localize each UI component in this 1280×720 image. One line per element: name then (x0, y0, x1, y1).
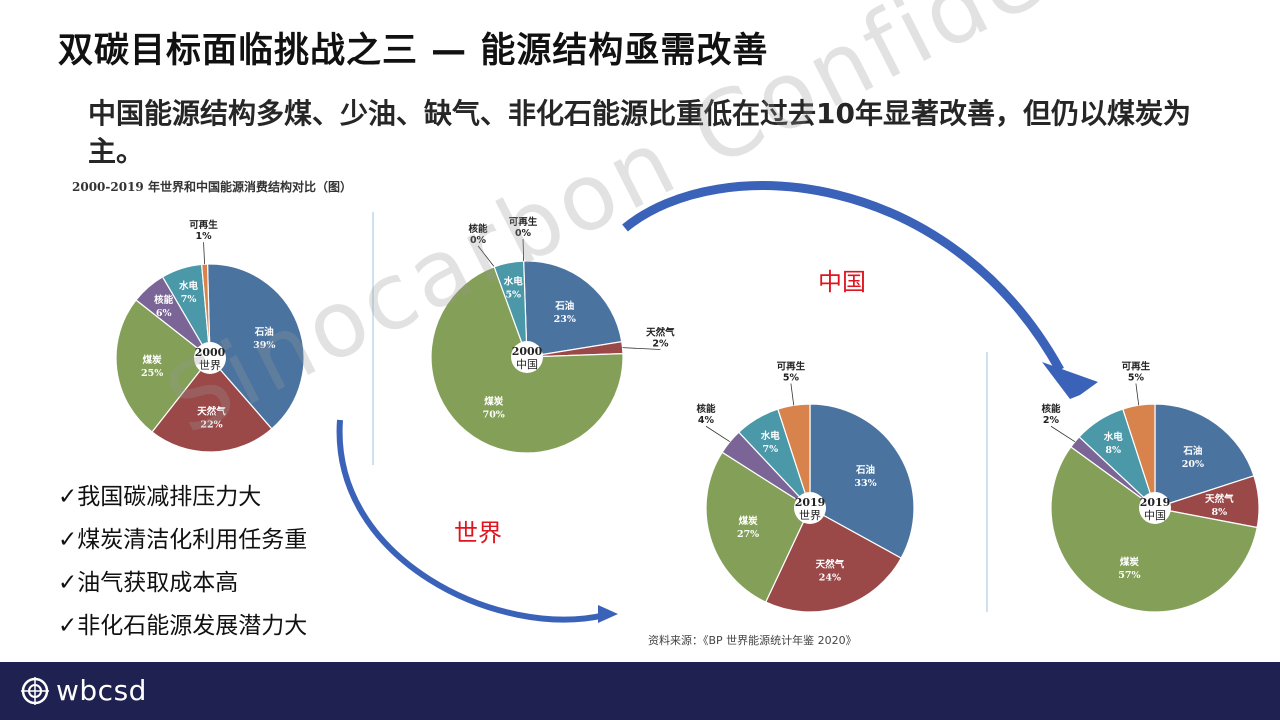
slice-label: 水电 (761, 430, 781, 442)
slice-value-label: 5% (1128, 373, 1145, 384)
slice-label: 天然气 (197, 405, 226, 417)
slice-value-label: 70% (483, 409, 505, 420)
slice-label: 石油 (1182, 445, 1202, 457)
slice-value-label: 1% (195, 231, 212, 242)
leader-line (622, 347, 661, 350)
china-arrow (622, 181, 1064, 373)
source-note: 资料来源：《BP 世界能源统计年鉴 2020》 (648, 634, 857, 647)
wbcsd-logo-icon (21, 676, 49, 705)
chart-caption: 2000-2019 年世界和中国能源消费结构对比（图） (72, 180, 352, 194)
slice-value-label: 5% (783, 373, 800, 384)
slice-label: 核能 (154, 294, 174, 306)
slide-title: 双碳目标面临挑战之三 — 能源结构亟需改善 (58, 31, 769, 71)
slice-value-label: 2% (652, 338, 669, 349)
slice-label: 石油 (554, 300, 574, 312)
pie-center-region: 世界 (199, 359, 221, 372)
bullet-list: ✓我国碳减排压力大 ✓煤炭清洁化利用任务重 ✓油气获取成本高 ✓非化石能源发展潜… (58, 482, 307, 654)
slide-subtitle: 中国能源结构多煤、少油、缺气、非化石能源比重低在过去10年显著改善，但仍以煤炭为… (88, 97, 1191, 168)
leader-line (1135, 383, 1140, 406)
pie-slice (1154, 403, 1255, 509)
slice-label: 可再生 (777, 361, 806, 373)
slice-label: 煤炭 (1120, 556, 1140, 568)
pie-center (1139, 492, 1171, 524)
bullet-item: ✓煤炭清洁化利用任务重 (58, 527, 308, 553)
china-arrow-label: 中国 (818, 268, 866, 296)
pie-slice (764, 507, 902, 613)
pie-center (194, 342, 226, 374)
slice-value-label: 24% (819, 572, 841, 583)
bullet-item: ✓我国碳减排压力大 (58, 484, 262, 510)
leader-line (705, 425, 731, 443)
pie-slice (115, 299, 211, 433)
slice-value-label: 8% (1105, 445, 1121, 456)
slice-label: 核能 (1041, 403, 1061, 415)
slice-label: 可再生 (1122, 361, 1151, 373)
wbcsd-logo: wbcsd (20, 674, 147, 707)
pie-slice (151, 357, 273, 453)
slice-label: 石油 (254, 326, 274, 338)
pie-center (511, 341, 543, 373)
slice-value-label: 4% (698, 415, 715, 426)
slice-label: 石油 (855, 464, 875, 476)
slice-value-label: 25% (141, 368, 163, 379)
slice-value-label: 8% (1212, 507, 1228, 518)
slice-label: 天然气 (816, 558, 845, 570)
leader-line (203, 242, 205, 265)
logo-text: wbcsd (56, 674, 147, 707)
leader-line (477, 245, 495, 268)
slice-label: 核能 (696, 403, 716, 415)
slice-label: 天然气 (1205, 493, 1234, 505)
slice-value-label: 2% (1043, 415, 1060, 426)
slice-label: 煤炭 (739, 515, 759, 527)
slice-label: 水电 (504, 275, 524, 287)
slice-label: 煤炭 (484, 395, 504, 407)
pie-center-year: 2000 (195, 346, 226, 359)
pie-slice (809, 403, 915, 559)
slice-value-label: 23% (554, 314, 576, 325)
leader-line (1050, 425, 1076, 443)
pie-center-region: 世界 (799, 509, 821, 522)
pie-slice (206, 263, 305, 430)
footer-bar: wbcsd (0, 662, 1280, 720)
slice-value-label: 33% (854, 478, 876, 489)
slice-label: 煤炭 (143, 354, 163, 366)
slice-value-label: 27% (737, 529, 759, 540)
slice-value-label: 39% (253, 340, 275, 351)
china-arrow-head (1042, 362, 1098, 399)
world-arrow-head (598, 605, 618, 623)
slice-label: 水电 (1104, 431, 1124, 443)
pie-slice (523, 260, 623, 358)
pie-slice (705, 451, 811, 603)
slice-value-label: 7% (181, 294, 197, 305)
pie-center-year: 2019 (795, 496, 826, 509)
slice-value-label: 0% (470, 235, 487, 246)
pie-center-region: 中国 (516, 358, 538, 371)
slice-label: 核能 (469, 223, 489, 235)
slice-label: 天然气 (646, 326, 675, 338)
slice-value-label: 57% (1118, 570, 1140, 581)
pie-center-year: 2000 (512, 345, 543, 358)
slice-value-label: 7% (762, 444, 778, 455)
slice-label: 可再生 (189, 219, 218, 231)
leader-line (790, 383, 795, 406)
pie-center-year: 2019 (1140, 496, 1171, 509)
chart-canvas: 石油39%天然气22%煤炭25%核能6%水电7%可再生1%2000世界石油23%… (115, 181, 1260, 623)
world-arrow (336, 419, 606, 623)
leader-line (522, 239, 525, 262)
bullet-item: ✓油气获取成本高 (58, 570, 239, 596)
slice-value-label: 20% (1182, 459, 1204, 470)
slice-label: 水电 (179, 280, 199, 292)
slice-value-label: 22% (200, 419, 222, 430)
slice-label: 可再生 (509, 216, 538, 228)
bullet-item: ✓非化石能源发展潜力大 (58, 613, 308, 639)
pie-slice (1050, 446, 1258, 613)
pie-center-region: 中国 (1144, 509, 1166, 522)
slice-value-label: 6% (156, 308, 172, 319)
pie-center (794, 492, 826, 524)
slice-value-label: 5% (505, 289, 521, 300)
slice-value-label: 0% (515, 228, 532, 239)
world-arrow-label: 世界 (454, 519, 502, 547)
